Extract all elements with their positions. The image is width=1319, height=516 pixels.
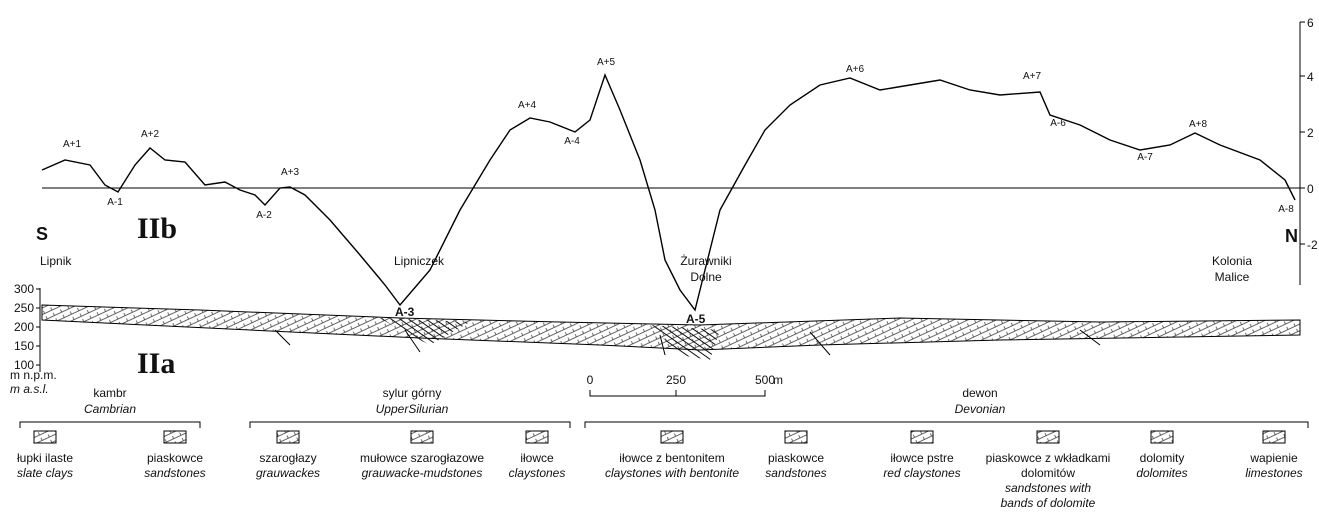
point-label: A-4 xyxy=(564,136,580,147)
place: Kolonia xyxy=(1212,254,1252,268)
legend-label: iłowce z bentonitem xyxy=(619,451,724,465)
legend-label: claystones with bentonite xyxy=(605,466,739,480)
point-label: A-7 xyxy=(1137,152,1153,163)
point-label: A+1 xyxy=(63,139,82,150)
scale-label: 250 xyxy=(666,373,686,387)
legend-swatch xyxy=(411,431,433,443)
side-label: S xyxy=(36,224,48,244)
group-label: UpperSilurian xyxy=(376,402,449,416)
tick-label: 100 xyxy=(14,358,34,372)
legend-swatch xyxy=(164,431,186,443)
legend-label: sandstones xyxy=(144,466,205,480)
tick-label: 6 xyxy=(1307,16,1314,30)
legend-label: piaskowce xyxy=(768,451,824,465)
point-label: A+7 xyxy=(1023,71,1042,82)
group-label: sylur górny xyxy=(383,386,442,400)
point-label: A-8 xyxy=(1278,204,1294,215)
point-label: A+3 xyxy=(281,167,300,178)
group-label: Devonian xyxy=(955,402,1006,416)
legend-swatch xyxy=(277,431,299,443)
tick-label: 300 xyxy=(14,282,34,296)
legend-label: sandstones with xyxy=(1005,481,1091,495)
place: Malice xyxy=(1215,270,1250,284)
legend-swatch xyxy=(911,431,933,443)
group-label: dewon xyxy=(962,386,997,400)
place: Żurawniki xyxy=(680,254,731,268)
place: Lipniczek xyxy=(394,254,445,268)
legend-label: szarogłazy xyxy=(259,451,316,465)
place: Lipnik xyxy=(40,254,72,268)
point-label: A+8 xyxy=(1189,119,1208,130)
section-label: IIa xyxy=(137,347,175,380)
point-label: A-1 xyxy=(107,197,123,208)
tick-label: 4 xyxy=(1307,70,1314,84)
legend-swatch xyxy=(661,431,683,443)
point-label: A-2 xyxy=(256,210,272,221)
legend-label: wapienie xyxy=(1249,451,1298,465)
point-label: A+4 xyxy=(518,100,537,111)
legend-swatch xyxy=(1037,431,1059,443)
point-label: A+5 xyxy=(597,57,616,68)
figure: S N IIb IIa Lipnik Lipniczek Żurawniki D… xyxy=(0,0,1319,516)
layout xyxy=(20,22,1308,428)
scale-label: 0 xyxy=(587,373,594,387)
legend-label: dolomites xyxy=(1136,466,1187,480)
scale-label: m xyxy=(773,373,783,387)
legend-label: łupki ilaste xyxy=(17,451,73,465)
section-label: IIb xyxy=(137,212,177,245)
marker: A-5 xyxy=(686,312,706,326)
tick-label: 0 xyxy=(1307,182,1314,196)
legend-label: mułowce szarogłazowe xyxy=(360,451,484,465)
legend-label: claystones xyxy=(509,466,566,480)
legend-label: bands of dolomite xyxy=(1001,496,1096,510)
point-label: A-6 xyxy=(1050,118,1066,129)
legend-label: sandstones xyxy=(765,466,826,480)
legend-swatch xyxy=(526,431,548,443)
place: Dolne xyxy=(690,270,722,284)
unit: m a.s.l. xyxy=(10,382,49,396)
side-label: N xyxy=(1285,226,1298,246)
legend-label: slate clays xyxy=(17,466,73,480)
legend-swatch xyxy=(34,431,56,443)
tick-label: 200 xyxy=(14,320,34,334)
legend-label: red claystones xyxy=(883,466,960,480)
point-label: A+6 xyxy=(846,64,865,75)
tick-label: 2 xyxy=(1307,126,1314,140)
legend-swatch xyxy=(1151,431,1173,443)
point-label: A+2 xyxy=(141,129,160,140)
brackets xyxy=(20,422,1308,428)
legend-label: piaskowce z wkładkami xyxy=(986,451,1111,465)
tick-label: -2 xyxy=(1307,238,1318,252)
legend-label: dolomity xyxy=(1140,451,1185,465)
legend-label: piaskowce xyxy=(147,451,203,465)
legend-label: limestones xyxy=(1245,466,1302,480)
scale-bar xyxy=(590,390,765,396)
legend-swatch xyxy=(785,431,807,443)
marker: A-3 xyxy=(395,305,415,319)
legend-label: grauwacke-mudstones xyxy=(362,466,483,480)
group-label: kambr xyxy=(93,386,126,400)
legend-swatch xyxy=(1263,431,1285,443)
legend-label: grauwackes xyxy=(256,466,320,480)
profile-curve xyxy=(42,75,1295,310)
labels: S N IIb IIa Lipnik Lipniczek Żurawniki D… xyxy=(10,212,1298,396)
tick-label: 150 xyxy=(14,339,34,353)
tick-label: 250 xyxy=(14,301,34,315)
legend-label: iłowce pstre xyxy=(890,451,954,465)
legend-label: dolomitów xyxy=(1021,466,1075,480)
group-label: Cambrian xyxy=(84,402,136,416)
legend-label: iłowce xyxy=(520,451,554,465)
